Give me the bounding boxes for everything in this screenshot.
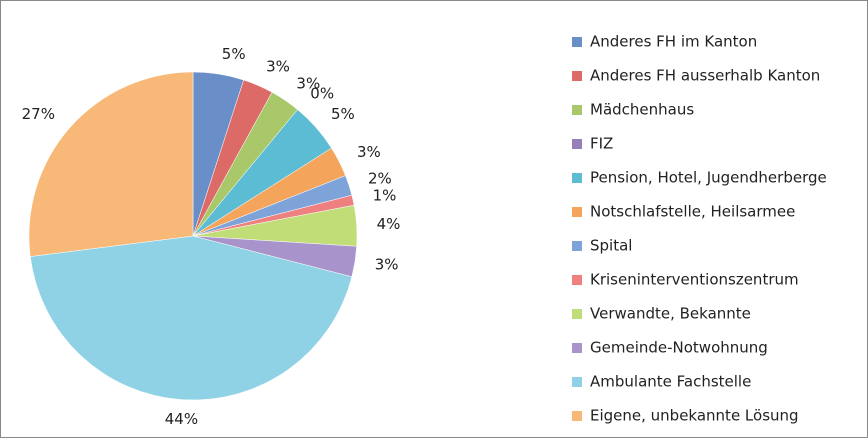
pie-slice [28,71,194,257]
legend-swatch [572,241,582,251]
legend-swatch [572,343,582,353]
legend-swatch [572,105,582,115]
legend-swatch [572,377,582,387]
legend-label: Gemeinde-Notwohnung [590,339,768,357]
legend-swatch [572,71,582,81]
legend-swatch [572,309,582,319]
legend-label: FIZ [590,135,613,153]
legend-swatch [572,139,582,149]
legend-label: Anderes FH ausserhalb Kanton [590,67,820,85]
legend-swatch [572,411,582,421]
legend-label: Ambulante Fachstelle [590,373,751,391]
legend-label: Eigene, unbekannte Lösung [590,407,799,425]
legend-swatch [572,37,582,47]
data-label: 1% [373,186,397,204]
data-label: 3% [375,255,399,273]
data-label: 0% [310,85,334,103]
data-label: 3% [266,58,290,76]
legend-label: Pension, Hotel, Jugendherberge [590,169,827,187]
data-label: 27% [22,105,55,123]
legend-label: Verwandte, Bekannte [590,305,751,323]
data-label: 5% [222,45,246,63]
legend-label: Notschlafstelle, Heilsarmee [590,203,795,221]
legend-swatch [572,207,582,217]
legend-label: Mädchenhaus [590,101,694,119]
legend-swatch [572,275,582,285]
legend-label: Kriseninterventionszentrum [590,271,799,289]
legend-label: Spital [590,237,632,255]
data-label: 44% [165,410,198,428]
legend-label: Anderes FH im Kanton [590,33,757,51]
data-label: 2% [368,170,392,188]
data-label: 3% [296,74,320,92]
data-label: 4% [377,215,401,233]
pie-slice [30,235,353,401]
data-label: 3% [357,143,381,161]
data-label: 5% [331,105,355,123]
legend-swatch [572,173,582,183]
